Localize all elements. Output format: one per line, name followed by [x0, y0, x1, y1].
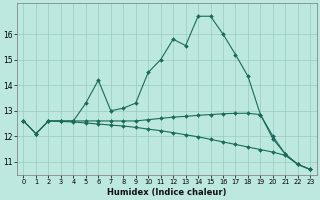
X-axis label: Humidex (Indice chaleur): Humidex (Indice chaleur)	[107, 188, 227, 197]
